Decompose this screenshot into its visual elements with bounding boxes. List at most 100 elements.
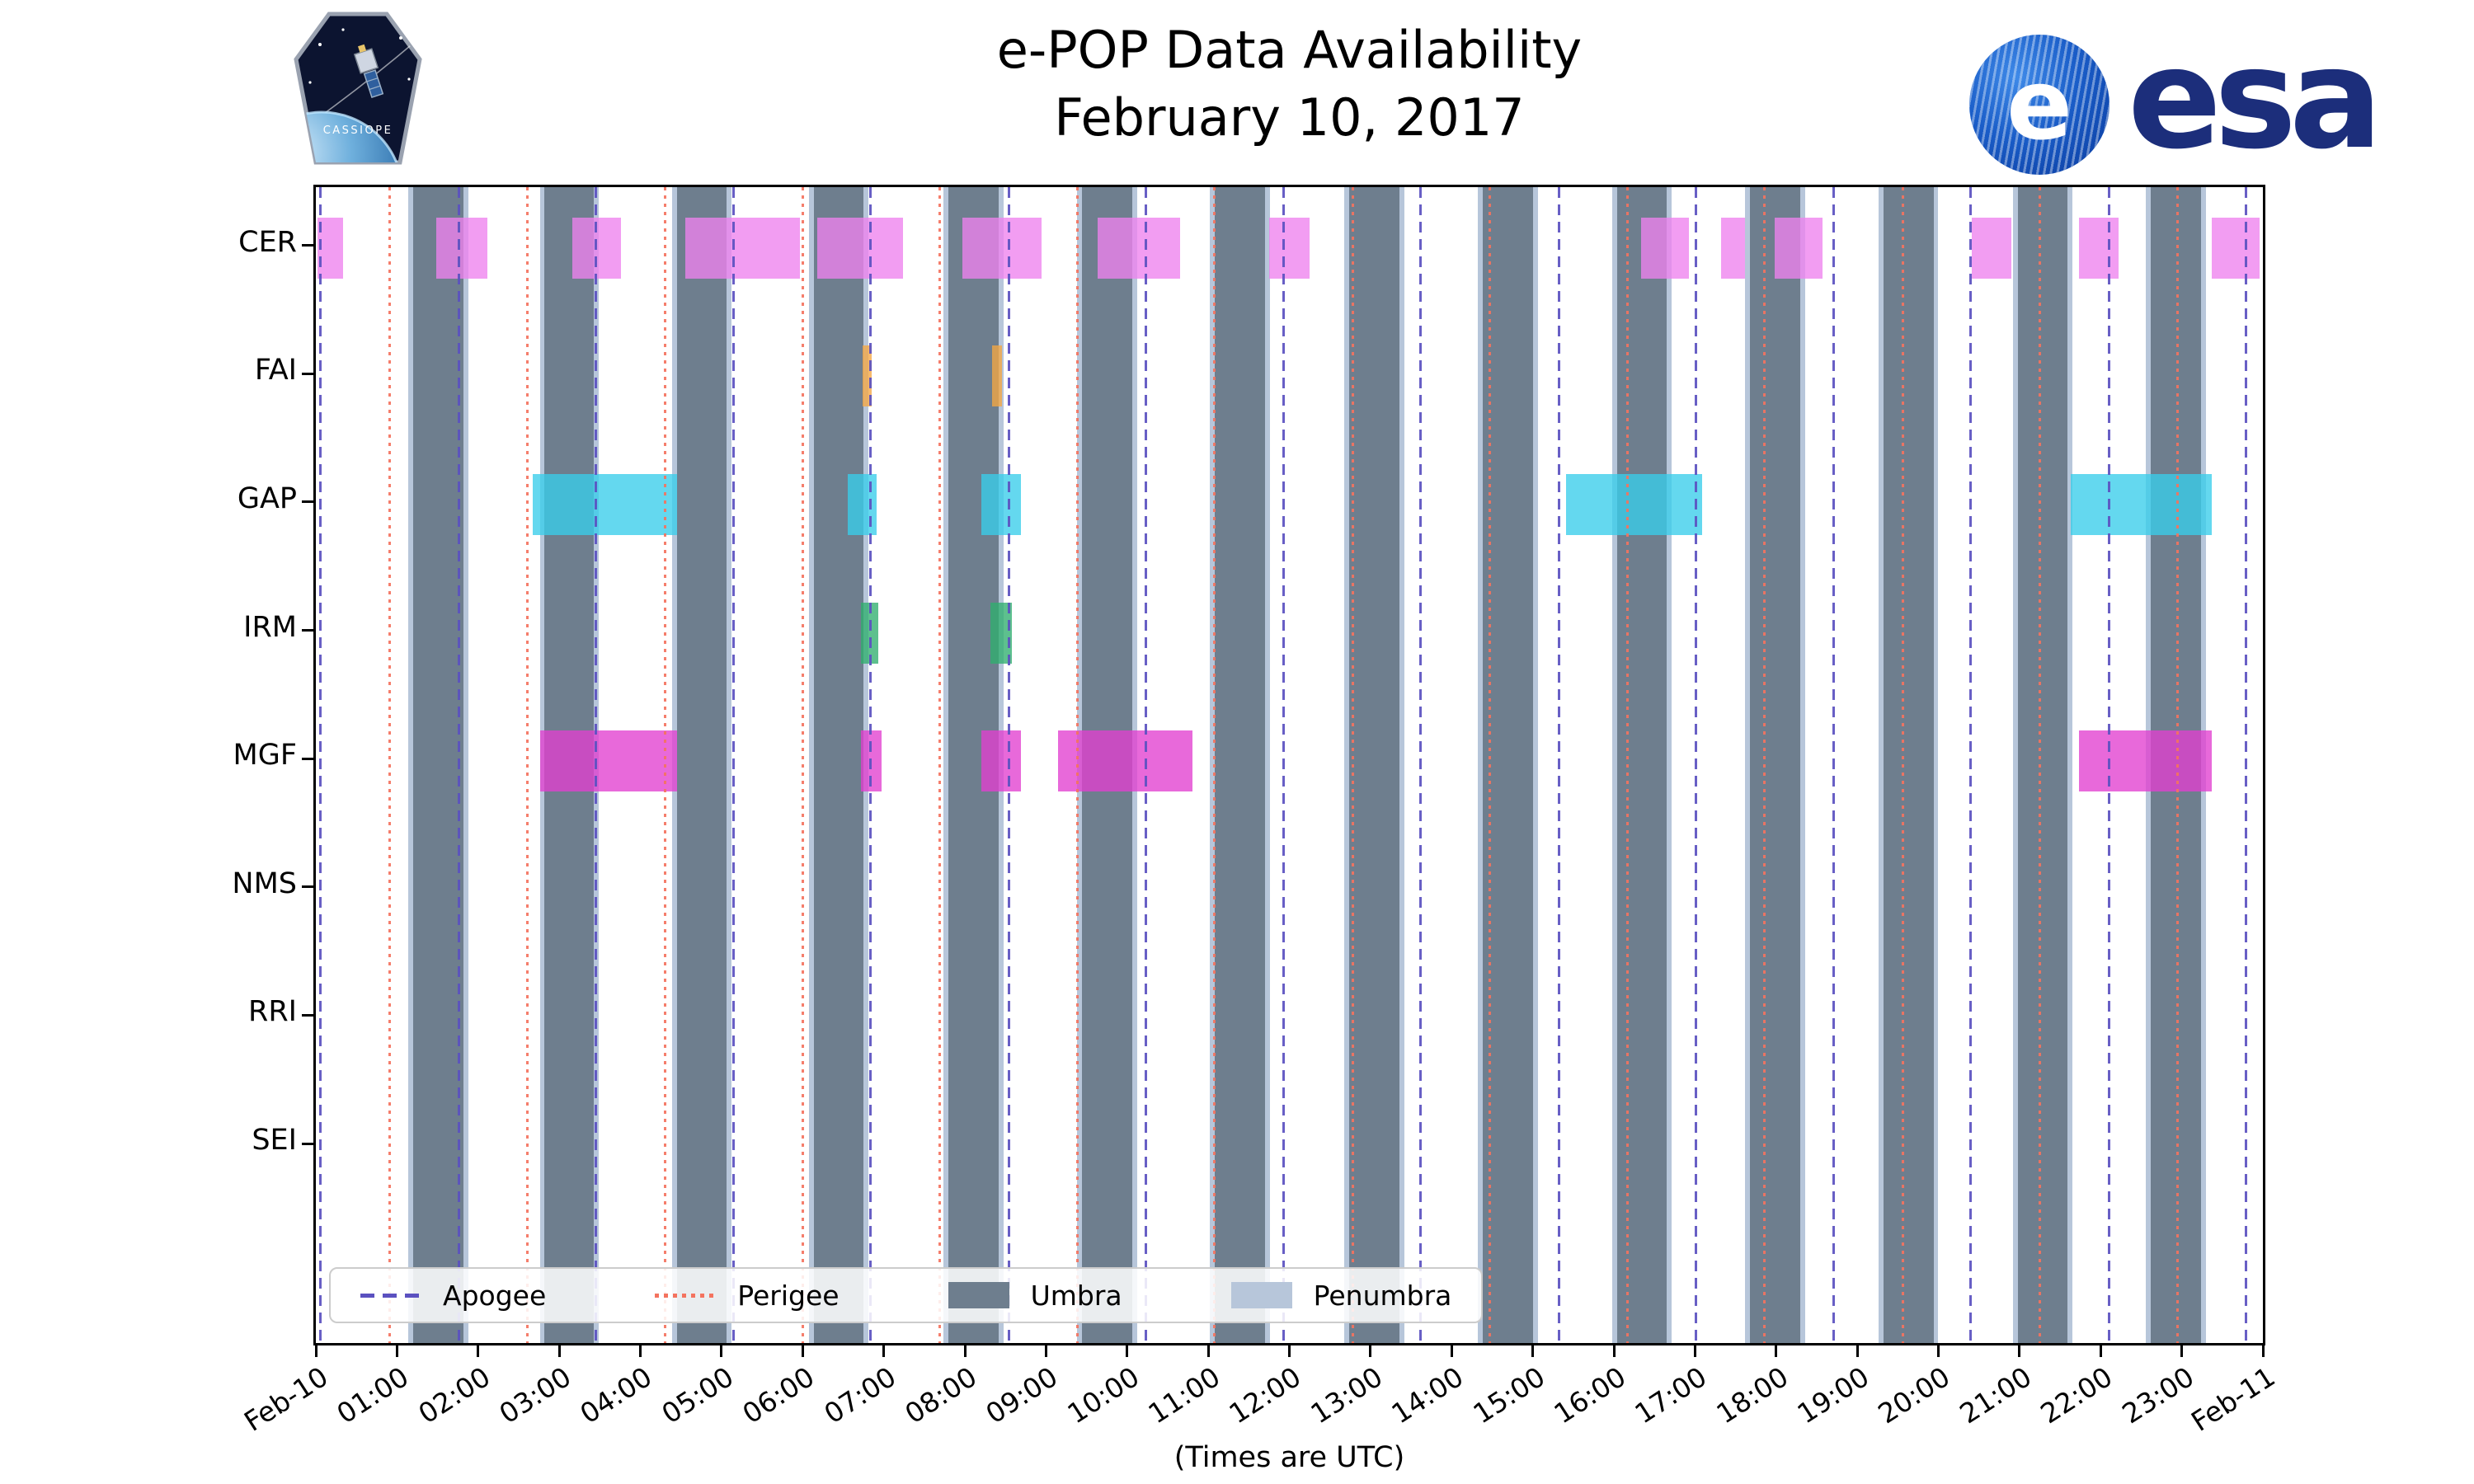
perigee-line: [1351, 187, 1354, 1343]
legend-swatch-perigee: [655, 1293, 717, 1298]
y-axis-label-sei: SEI: [252, 1124, 297, 1158]
penumbra-band: [1933, 187, 1939, 1343]
legend-swatch-apogee: [360, 1293, 421, 1298]
availability-bar: [1098, 217, 1180, 279]
y-tick-mark: [302, 244, 313, 247]
availability-bar: [1971, 217, 2012, 279]
perigee-line: [663, 187, 666, 1343]
apogee-line: [319, 187, 322, 1343]
penumbra-band: [1666, 187, 1672, 1343]
y-tick-mark: [302, 1142, 313, 1145]
y-tick-mark: [302, 885, 313, 889]
umbra-band: [413, 187, 464, 1343]
penumbra-band: [1878, 187, 1884, 1343]
apogee-line: [732, 187, 736, 1343]
x-tick-mark: [2018, 1345, 2021, 1357]
y-axis-label-fai: FAI: [254, 354, 297, 387]
availability-bar: [992, 345, 1003, 407]
perigee-line: [1213, 187, 1216, 1343]
cassiope-patch-label: CASSIOPE: [323, 124, 393, 137]
penumbra-band: [1344, 187, 1350, 1343]
legend-label: Apogee: [443, 1279, 547, 1312]
availability-bar: [2078, 217, 2119, 279]
perigee-line: [388, 187, 392, 1343]
esa-globe-icon: e: [1969, 35, 2109, 175]
plot-area: Apogee Perigee Umbra Penumbra: [313, 185, 2265, 1345]
availability-bar: [540, 730, 677, 792]
perigee-line: [1763, 187, 1766, 1343]
x-tick-mark: [1693, 1345, 1696, 1357]
penumbra-band: [1532, 187, 1538, 1343]
perigee-line: [2176, 187, 2180, 1343]
penumbra-band: [1264, 187, 1270, 1343]
penumbra-band: [408, 187, 414, 1343]
apogee-line: [2107, 187, 2110, 1343]
penumbra-band: [1210, 187, 1215, 1343]
umbra-band: [1616, 187, 1667, 1343]
legend-swatch-penumbra: [1230, 1282, 1292, 1308]
umbra-band: [814, 187, 864, 1343]
availability-bar: [962, 217, 1042, 279]
legend-label: Umbra: [1030, 1279, 1122, 1312]
y-axis-label-nms: NMS: [232, 866, 297, 900]
umbra-band: [2017, 187, 2067, 1343]
availability-bar: [2070, 473, 2213, 535]
x-tick-mark: [477, 1345, 480, 1357]
availability-bar: [1641, 217, 1690, 279]
penumbra-band: [463, 187, 468, 1343]
esa-logo: e esa: [1969, 30, 2382, 180]
apogee-line: [457, 187, 460, 1343]
availability-bar: [1565, 473, 1703, 535]
x-tick-mark: [801, 1345, 804, 1357]
availability-bar: [684, 217, 801, 279]
x-tick-mark: [1612, 1345, 1616, 1357]
x-tick-label: Feb-11: [2065, 1360, 2280, 1438]
penumbra-band: [2067, 187, 2072, 1343]
y-axis-label-cer: CER: [238, 225, 297, 259]
penumbra-band: [2013, 187, 2018, 1343]
chart-title: e-POP Data Availability: [996, 20, 1583, 80]
penumbra-band: [943, 187, 949, 1343]
title-block: e-POP Data Availability February 10, 201…: [313, 16, 2265, 152]
legend-swatch-umbra: [948, 1282, 1009, 1308]
availability-bar: [863, 345, 872, 407]
legend-label: Penumbra: [1313, 1279, 1452, 1312]
apogee-line: [1007, 187, 1010, 1343]
availability-bar: [1058, 730, 1193, 792]
y-tick-mark: [302, 372, 313, 375]
x-tick-mark: [1775, 1345, 1778, 1357]
apogee-line: [1694, 187, 1697, 1343]
legend-item-apogee: Apogee: [360, 1280, 546, 1312]
penumbra-band: [809, 187, 814, 1343]
x-tick-mark: [1044, 1345, 1047, 1357]
x-tick-mark: [2180, 1345, 2184, 1357]
penumbra-band: [1399, 187, 1405, 1343]
x-tick-mark: [1531, 1345, 1535, 1357]
penumbra-band: [1477, 187, 1483, 1343]
legend-item-perigee: Perigee: [655, 1280, 840, 1312]
availability-bar: [2212, 217, 2260, 279]
apogee-line: [1832, 187, 1836, 1343]
umbra-band: [1883, 187, 1934, 1343]
x-tick-mark: [1450, 1345, 1453, 1357]
x-tick-mark: [1856, 1345, 1859, 1357]
x-tick-mark: [1206, 1345, 1210, 1357]
availability-bar: [435, 217, 487, 279]
apogee-line: [1557, 187, 1560, 1343]
perigee-line: [938, 187, 941, 1343]
availability-bar: [1720, 217, 1746, 279]
x-tick-mark: [395, 1345, 398, 1357]
availability-bar: [1774, 217, 1823, 279]
apogee-line: [869, 187, 872, 1343]
legend-item-penumbra: Penumbra: [1230, 1279, 1452, 1312]
apogee-line: [594, 187, 597, 1343]
y-axis-label-gap: GAP: [237, 481, 297, 515]
perigee-line: [1901, 187, 1904, 1343]
apogee-line: [1144, 187, 1147, 1343]
legend-item-umbra: Umbra: [948, 1280, 1122, 1312]
x-tick-mark: [963, 1345, 967, 1357]
availability-bar: [816, 217, 904, 279]
availability-bar: [848, 473, 877, 535]
perigee-line: [1076, 187, 1079, 1343]
